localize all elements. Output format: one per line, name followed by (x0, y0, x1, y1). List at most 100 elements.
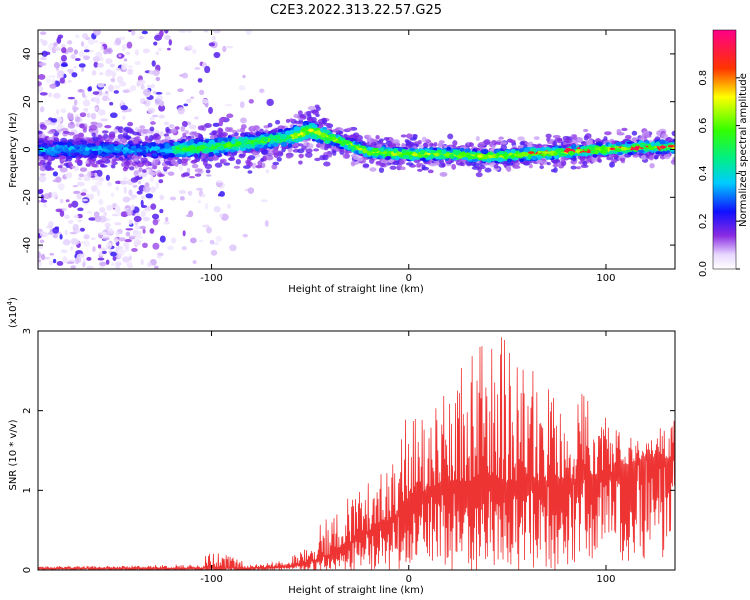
spectrogram-cell (192, 260, 197, 264)
spectrogram-cell (169, 196, 177, 201)
spectrogram-cell (94, 107, 99, 111)
spectrogram-cell (509, 139, 516, 144)
spectrogram-cell (323, 161, 331, 167)
spectrogram-cell (265, 169, 270, 174)
spectrogram-cell (245, 30, 252, 35)
spectrogram-cell (261, 149, 269, 155)
spectrogram-cell (126, 41, 133, 49)
spectrogram-cell (122, 166, 128, 172)
spectrogram-cell (60, 249, 68, 253)
spectrogram-cell (133, 170, 139, 177)
spectrogram-cell (208, 152, 213, 157)
spectrogram-cell (67, 68, 74, 73)
spectrogram-cell (266, 98, 274, 107)
spectrogram-cell (205, 169, 211, 174)
spectrogram-cell (77, 207, 84, 212)
spectrogram-cell (583, 148, 588, 152)
spectrogram-cell (151, 60, 156, 67)
spectrogram-cell (111, 70, 116, 78)
spectrogram-cell (138, 173, 142, 178)
spectrogram-cell (239, 101, 245, 109)
spectrogram-cell (186, 30, 192, 34)
spectrogram-cell (379, 162, 386, 167)
spectrogram-cell (61, 47, 67, 54)
spectrogram-cell (303, 142, 308, 146)
spectrogram-cell (94, 215, 102, 223)
spectrogram-cell (39, 31, 47, 36)
spectrogram-cell (100, 163, 106, 168)
spectrogram-cell (71, 200, 79, 208)
spectrogram-cell (57, 129, 62, 133)
spectrogram-cell (447, 133, 454, 140)
spectrogram-cell (97, 257, 105, 261)
spectrogram-cell (43, 154, 50, 158)
spectrogram-cell (251, 151, 260, 156)
spectrogram-cell (152, 165, 158, 170)
spectrogram-cell (286, 136, 293, 139)
spectrogram-cell (164, 160, 172, 165)
spectrogram-cell (103, 49, 108, 55)
spectrogram-cell (179, 196, 185, 201)
spectrogram-cell (117, 253, 122, 259)
spectrogram-cell (77, 219, 83, 223)
spectrogram-cell (42, 142, 48, 146)
spectrogram-cell (552, 163, 559, 168)
spectrogram-cell (88, 158, 96, 165)
spectrogram-cell (52, 258, 57, 264)
spectrogram-cell (122, 242, 130, 248)
spectrogram-cell (259, 128, 264, 134)
spectrogram-cell (92, 91, 100, 95)
spectrogram-cell (104, 222, 111, 228)
spectrogram-cell (38, 62, 47, 67)
spectrogram-cell (131, 30, 136, 36)
spectrogram-cell (241, 124, 247, 130)
spectrogram-cell (238, 153, 246, 159)
spectrogram-cell (189, 131, 198, 136)
spectrogram-cell (149, 126, 155, 132)
spectrogram-cell (56, 36, 62, 44)
spectrogram-cell (86, 256, 92, 261)
spectrogram-cell (446, 146, 452, 151)
spectrogram-cell (76, 181, 85, 187)
spectrogram-cell (39, 123, 46, 130)
spectrogram-cell (285, 155, 292, 159)
spectrogram-cell (186, 44, 193, 50)
spectrogram-cell (134, 49, 140, 56)
spectrogram-cell (152, 219, 159, 226)
spectrogram-cell (297, 110, 303, 116)
spectrogram-cell (167, 171, 175, 176)
spectrogram-cell (99, 261, 107, 267)
spectrogram-cell (438, 163, 446, 168)
spectrogram-cell (369, 138, 378, 143)
spectrogram-cell (158, 173, 165, 177)
spectrogram-cell (96, 189, 101, 197)
spectrogram-cell (519, 141, 526, 146)
spectrogram-cell (48, 92, 53, 98)
spectrogram-cell (653, 154, 659, 160)
spectrogram-cell (392, 139, 400, 145)
spectrogram-cell (378, 138, 384, 142)
spectrogram-cell (152, 114, 159, 118)
spectrogram-cell (228, 157, 236, 162)
spectrogram-cell (518, 157, 525, 162)
spectrogram-cell (90, 112, 97, 120)
spectrogram-cell (226, 203, 231, 209)
spectrogram-cell (40, 152, 45, 157)
spectrogram-cell (104, 124, 112, 129)
spectrogram-cell (484, 167, 492, 173)
spectrogram-cell (67, 156, 72, 159)
spectrogram-cell (98, 136, 106, 141)
spectrogram-cell (575, 137, 583, 143)
spectrogram-cell (545, 133, 552, 139)
spectrogram-cell (168, 39, 173, 46)
spectrogram-cell (671, 130, 675, 137)
spectrogram-cell (63, 238, 71, 246)
spectrogram-cell (552, 134, 561, 139)
spectrogram-cell (134, 225, 141, 230)
spectrogram-cell (260, 199, 268, 203)
spectrogram-cell (102, 235, 110, 239)
spectrogram-cell (186, 98, 192, 103)
spectrogram-cell (38, 199, 42, 203)
spectrogram-cell (546, 162, 551, 166)
spectrogram-cell (38, 87, 43, 93)
